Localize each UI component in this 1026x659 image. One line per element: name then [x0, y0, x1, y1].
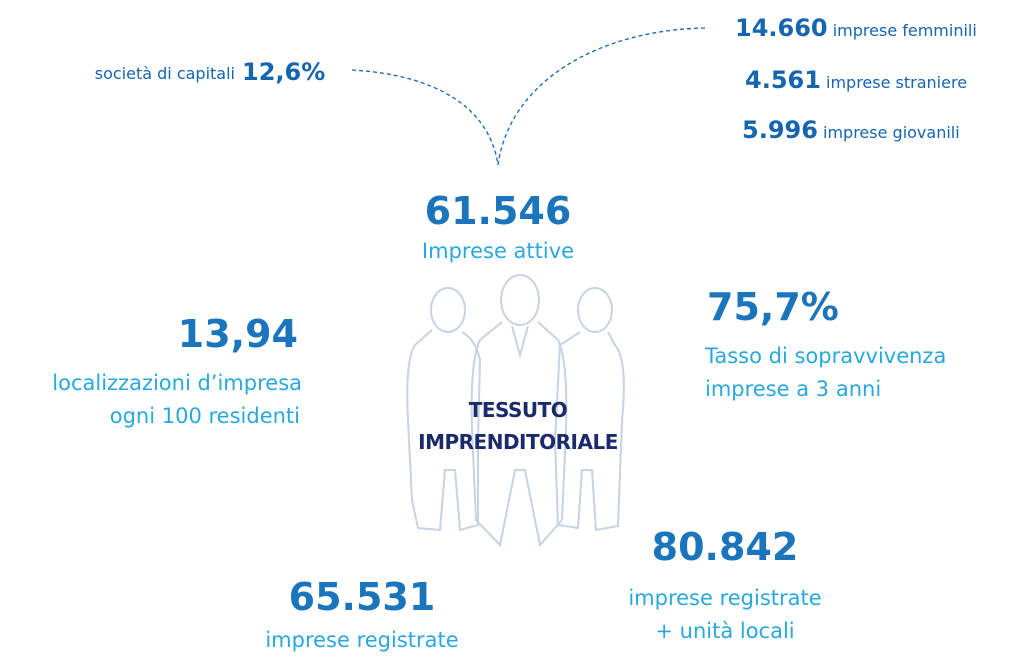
stat-row: 14.660 imprese femminili [735, 16, 977, 40]
center-title: TESSUTO [469, 400, 568, 420]
capital-label: società di capitali [95, 66, 235, 82]
decoration [0, 0, 1026, 659]
density-label: ogni 100 residenti [110, 406, 300, 427]
stat-label: imprese straniere [826, 73, 967, 92]
registered-label: imprese registrate [265, 630, 458, 651]
infographic: società di capitali 12,6% 14.660 imprese… [0, 0, 1026, 659]
density-label: localizzazioni d’impresa [52, 373, 302, 394]
stat-value: 5.996 [742, 116, 818, 144]
local-units-label: + unità locali [655, 621, 794, 642]
survival-value: 75,7% [707, 288, 839, 326]
active-label: Imprese attive [422, 241, 574, 262]
registered-value: 65.531 [289, 578, 436, 616]
survival-label: Tasso di sopravvivenza [705, 346, 946, 367]
stat-row: 5.996 imprese giovanili [742, 118, 960, 142]
stat-label: imprese giovanili [823, 123, 960, 142]
stat-label: imprese femminili [833, 21, 977, 40]
local-units-value: 80.842 [652, 528, 799, 566]
density-value: 13,94 [178, 315, 298, 353]
connector-curve [352, 70, 498, 165]
capital-value: 12,6% [242, 60, 325, 84]
active-value: 61.546 [425, 192, 572, 230]
stat-row: 4.561 imprese straniere [745, 68, 967, 92]
local-units-label: imprese registrate [628, 588, 821, 609]
survival-label: imprese a 3 anni [705, 379, 881, 400]
connector-curve [498, 28, 705, 165]
center-title: IMPRENDITORIALE [418, 432, 618, 452]
stat-value: 4.561 [745, 66, 821, 94]
stat-value: 14.660 [735, 14, 828, 42]
